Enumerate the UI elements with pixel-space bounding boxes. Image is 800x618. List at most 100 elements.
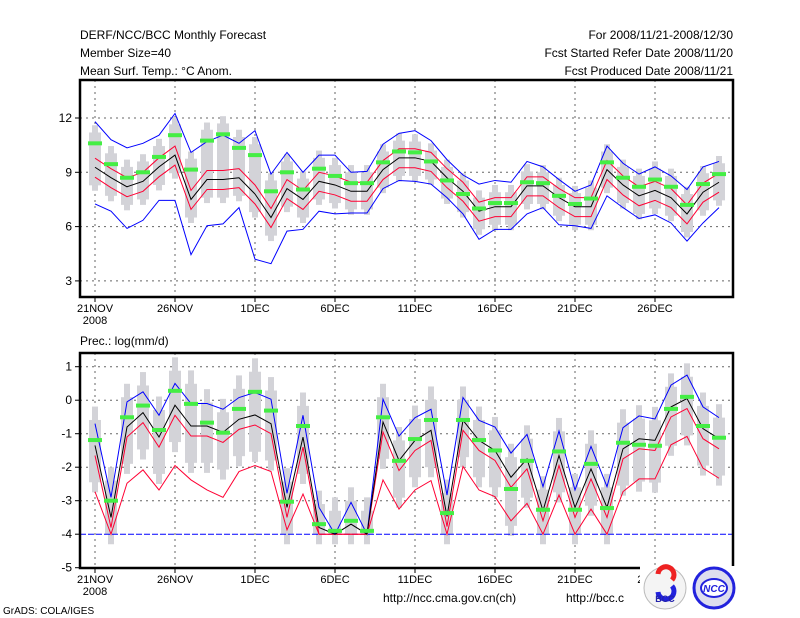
x-tick-label: 26NOV	[157, 303, 194, 315]
x-tick-label: 26DEC	[637, 303, 673, 315]
x-tick-label: 11DEC	[398, 303, 433, 315]
spread-box	[153, 409, 165, 474]
spread-box	[553, 431, 565, 493]
x-year-label: 2008	[83, 586, 107, 598]
y-tick-label: 9	[65, 165, 72, 179]
observed-marker	[424, 417, 438, 422]
observed-marker	[152, 428, 166, 433]
y-tick-label: -1	[61, 427, 72, 441]
observed-marker	[440, 511, 454, 516]
ncc-url[interactable]: http://ncc.cma.gov.cn(ch)	[383, 591, 516, 605]
upper-inner-line	[94, 407, 720, 535]
observed-marker	[552, 193, 566, 198]
spread-box	[425, 399, 437, 468]
observed-marker	[312, 166, 326, 171]
observed-marker	[216, 132, 230, 137]
precip-panel-title: Prec.: log(mm/d)	[80, 334, 169, 348]
observed-marker	[88, 141, 102, 146]
observed-marker	[360, 528, 374, 533]
observed-marker	[712, 172, 726, 177]
observed-marker	[488, 201, 502, 206]
ensemble-mean-line	[94, 154, 720, 219]
bcc-logo: BCC	[643, 564, 687, 610]
x-tick-label: 21NOV	[77, 303, 114, 315]
observed-marker	[424, 159, 438, 164]
observed-marker	[552, 449, 566, 454]
spread-box	[217, 412, 229, 470]
ensemble-mean-line	[94, 397, 720, 536]
observed-marker	[168, 388, 182, 393]
observed-marker	[120, 175, 134, 180]
observed-marker	[264, 408, 278, 413]
observed-marker	[408, 437, 422, 442]
started-date: Fcst Started Refer Date 2008/11/20	[544, 46, 733, 60]
observed-marker	[536, 181, 550, 186]
observed-marker	[472, 206, 486, 211]
observed-marker	[216, 430, 230, 435]
upper-bound-line	[94, 374, 720, 536]
spread-box	[489, 192, 501, 225]
observed-marker	[136, 403, 150, 408]
observed-marker	[712, 435, 726, 440]
observed-marker	[520, 180, 534, 185]
y-tick-label: -2	[61, 460, 72, 474]
observed-marker	[584, 196, 598, 201]
observed-marker	[248, 153, 262, 158]
precipitation-panel: -5 -4 -3 -2 -1 0 1 21NOV 26NOV 1DEC 6DEC 11DEC 16DEC…	[61, 351, 735, 598]
observed-marker	[696, 182, 710, 187]
variable-label: Mean Surf. Temp.: °C Anom.	[80, 64, 232, 78]
member-size: Member Size=40	[80, 46, 171, 60]
spread-box	[553, 184, 565, 216]
plot-frame	[78, 78, 735, 299]
x-tick-label: 6DEC	[320, 303, 349, 315]
observed-marker	[648, 443, 662, 448]
spread-box	[425, 150, 437, 180]
y-tick-label: -4	[61, 527, 72, 541]
chart-title: DERF/NCC/BCC Monthly Forecast	[80, 28, 267, 42]
x-tick-label: 6DEC	[320, 574, 349, 586]
observed-marker	[504, 201, 518, 206]
spread-box	[249, 371, 261, 452]
x-tick-label: 16DEC	[477, 574, 513, 586]
spread-box	[201, 402, 213, 463]
spread-box	[201, 129, 213, 198]
observed-marker	[344, 181, 358, 186]
observed-marker	[392, 149, 406, 154]
spread-box	[713, 417, 725, 476]
observed-marker	[88, 438, 102, 443]
observed-marker	[328, 173, 342, 178]
spread-box	[137, 385, 149, 450]
bcc-url[interactable]: http://bcc.c	[566, 591, 624, 605]
header: DERF/NCC/BCC Monthly Forecast Member Siz…	[80, 28, 733, 78]
observed-marker	[136, 170, 150, 175]
y-tick-label: 1	[65, 360, 72, 374]
x-tick-label: 1DEC	[240, 303, 269, 315]
observed-marker	[200, 138, 214, 143]
spread-box	[137, 161, 149, 200]
y-tick-label: 3	[65, 274, 72, 288]
spread-box	[393, 440, 405, 498]
observed-marker	[680, 202, 694, 207]
spread-box	[473, 197, 485, 230]
observed-marker	[232, 145, 246, 150]
lower-bound-line	[94, 179, 720, 265]
observed-marker	[392, 458, 406, 463]
spread-box	[681, 376, 693, 436]
observed-marker	[296, 423, 310, 428]
spread-box	[521, 171, 533, 204]
spread-box	[649, 420, 661, 483]
lower-inner-line	[94, 164, 720, 229]
observed-marker	[696, 423, 710, 428]
observed-marker	[264, 189, 278, 194]
spread-box	[297, 178, 309, 218]
observed-marker	[120, 415, 134, 420]
observed-marker	[584, 461, 598, 466]
observed-marker	[568, 201, 582, 206]
forecast-period: For 2008/11/21-2008/12/30	[588, 28, 733, 42]
upper-bound-line	[94, 112, 720, 192]
observed-marker	[200, 420, 214, 425]
observed-marker	[632, 184, 646, 189]
observed-marker	[248, 389, 262, 394]
observed-marker	[184, 401, 198, 406]
observed-marker	[376, 415, 390, 420]
